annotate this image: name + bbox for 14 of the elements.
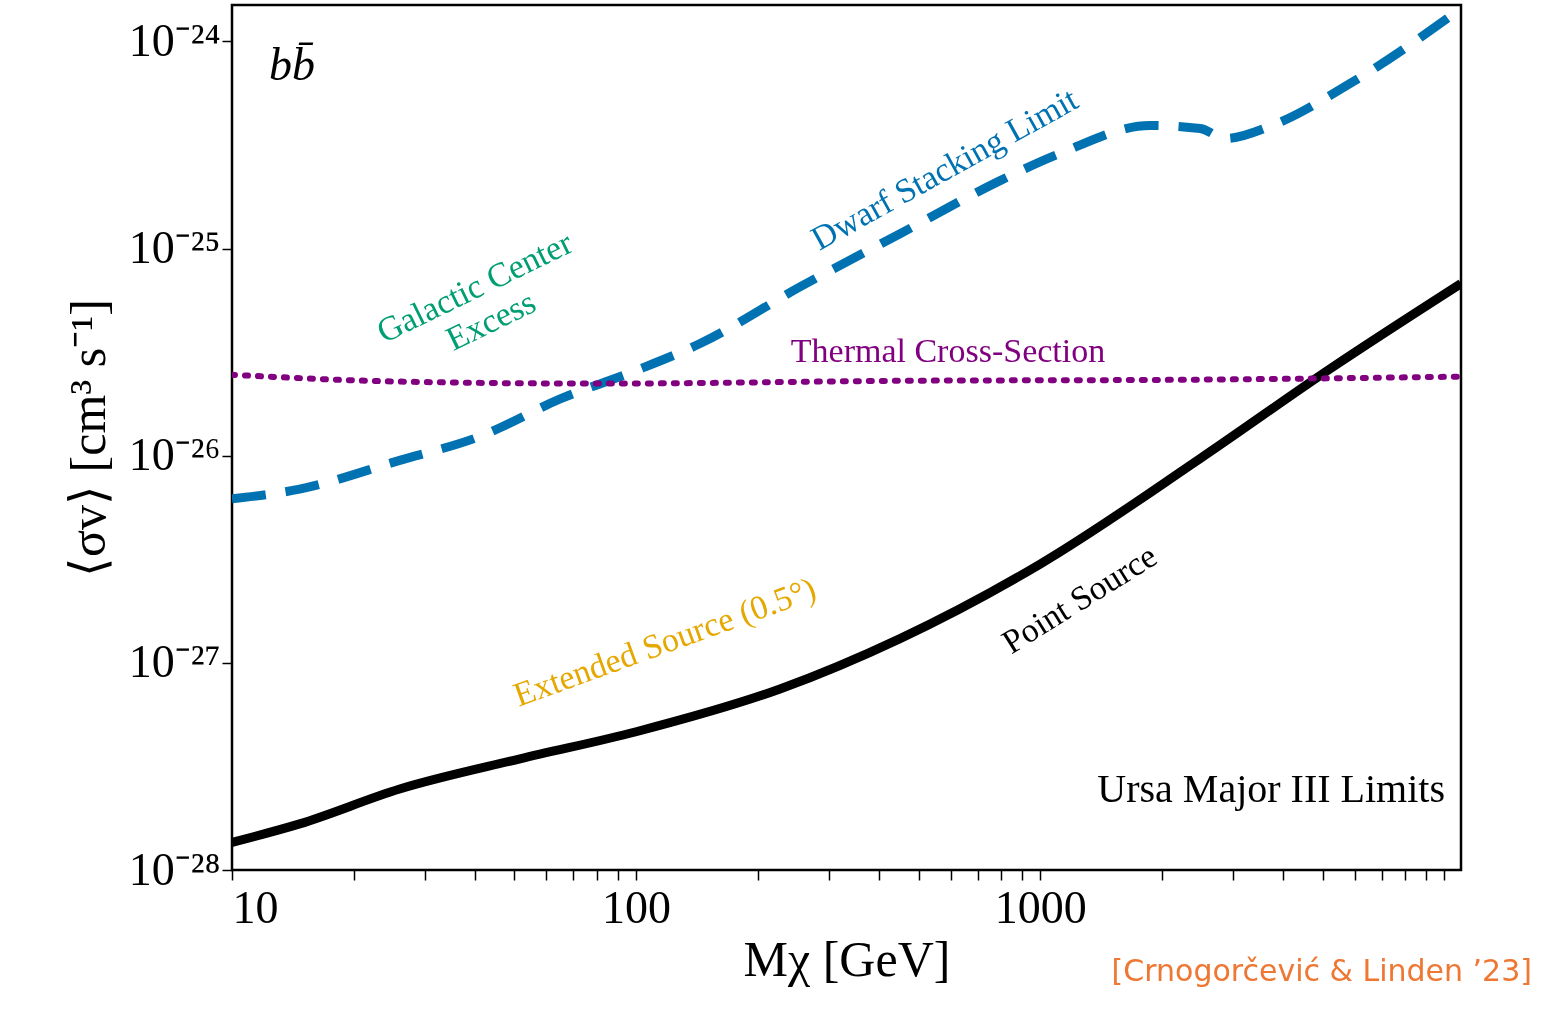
y-axis-title: ⟨σv⟩ [cm³ s⁻¹] xyxy=(59,299,116,577)
y-tick-label: 10⁻²⁶ xyxy=(128,429,221,481)
y-tick-label: 10⁻²⁵ xyxy=(128,222,221,274)
series-label: Thermal Cross-Section xyxy=(790,332,1106,369)
text: [Crnogorčević & Linden ’23] xyxy=(1111,953,1532,988)
y-tick-label: 10⁻²⁴ xyxy=(128,14,221,66)
x-axis-title: Mχ [GeV] xyxy=(743,930,951,987)
annotation: bb̄ xyxy=(269,39,315,90)
x-tick-label: 10 xyxy=(232,881,279,933)
x-tick-label: 1000 xyxy=(994,881,1087,933)
y-tick-label: 10⁻²⁸ xyxy=(128,843,221,895)
annotation: Ursa Major III Limits xyxy=(1097,766,1445,811)
y-tick-label: 10⁻²⁷ xyxy=(128,636,221,688)
x-tick-label: 100 xyxy=(602,881,672,933)
